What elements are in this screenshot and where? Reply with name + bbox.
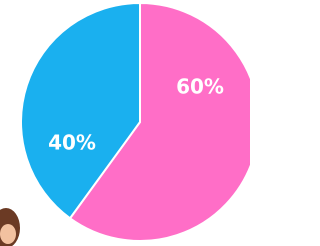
data-label: 40%: [48, 131, 96, 155]
mascot: [0, 208, 20, 246]
data-label: 60%: [176, 75, 224, 99]
slices: [21, 3, 250, 241]
mascot-face: [0, 224, 16, 244]
page: 60%40% (() => { const data = JSON.parse(…: [0, 0, 250, 246]
chart: 60% 40%: [0, 0, 250, 246]
